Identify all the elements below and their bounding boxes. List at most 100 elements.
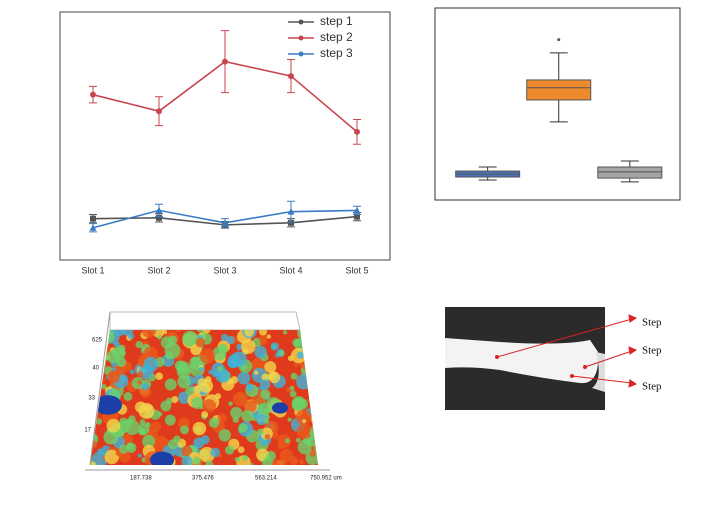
- part: [445, 338, 599, 384]
- texture: [310, 409, 318, 424]
- texture: [199, 348, 215, 364]
- texture: [295, 437, 301, 443]
- legend-marker: [298, 51, 304, 57]
- surface-y-label: 33: [88, 396, 95, 402]
- texture: [220, 333, 229, 342]
- texture: [263, 408, 269, 414]
- texture: [137, 380, 142, 385]
- texture: [308, 373, 318, 386]
- texture: [244, 330, 255, 337]
- texture: [168, 335, 178, 345]
- texture: [271, 432, 279, 439]
- texture: [193, 437, 205, 449]
- texture: [181, 445, 193, 457]
- x-tick-label: Slot 3: [213, 265, 236, 275]
- x-tick-label: Slot 4: [279, 265, 302, 275]
- texture: [305, 450, 318, 465]
- texture: [192, 456, 201, 465]
- texture: [123, 391, 133, 401]
- texture: [202, 399, 217, 413]
- texture: [118, 444, 129, 454]
- surface-y-label: 17: [84, 428, 91, 434]
- step-label: Step: [642, 381, 662, 393]
- texture: [180, 425, 189, 435]
- texture: [90, 412, 92, 418]
- texture: [254, 345, 267, 359]
- texture: [165, 397, 173, 405]
- texture: [230, 351, 247, 368]
- surface-axis: [89, 311, 111, 466]
- texture: [141, 330, 156, 338]
- surface-texture: [90, 330, 318, 465]
- texture: [277, 434, 291, 448]
- texture: [95, 418, 103, 425]
- texture: [309, 387, 318, 403]
- texture: [127, 332, 135, 340]
- texture: [317, 330, 318, 333]
- surface-box: [109, 311, 301, 331]
- texture: [129, 369, 135, 375]
- legend-label: step 2: [320, 30, 353, 44]
- texture: [237, 446, 245, 454]
- texture: [157, 334, 162, 340]
- texture: [296, 374, 312, 390]
- texture: [191, 356, 198, 364]
- texture: [208, 369, 213, 375]
- texture: [287, 417, 292, 422]
- texture: [258, 330, 268, 336]
- texture: [296, 423, 313, 439]
- texture: [249, 463, 254, 465]
- texture: [142, 434, 155, 448]
- texture: [124, 419, 140, 435]
- texture: [174, 330, 182, 333]
- marker: [90, 91, 96, 98]
- texture: [266, 334, 272, 339]
- texture: [94, 395, 122, 415]
- texture: [128, 415, 136, 423]
- texture: [244, 400, 257, 413]
- texture: [306, 332, 318, 347]
- texture: [171, 395, 179, 404]
- legend-marker: [298, 19, 304, 25]
- whisker: [549, 52, 568, 80]
- texture: [107, 370, 121, 383]
- marker: [353, 206, 361, 214]
- texture: [279, 448, 293, 462]
- texture: [191, 396, 204, 410]
- texture: [253, 370, 259, 375]
- texture: [197, 378, 207, 387]
- texture: [233, 391, 248, 407]
- texture: [217, 343, 228, 354]
- texture: [271, 459, 285, 465]
- texture: [143, 356, 159, 372]
- texture: [90, 382, 93, 391]
- texture: [256, 428, 264, 436]
- texture: [230, 376, 239, 384]
- surface-y-label: 40: [92, 366, 99, 372]
- marker: [89, 224, 97, 231]
- texture: [260, 389, 271, 400]
- texture: [234, 456, 240, 463]
- legend-marker: [298, 35, 304, 41]
- surface-x-label: 750.952 um: [310, 476, 342, 482]
- texture: [296, 409, 312, 426]
- texture: [198, 366, 204, 372]
- texture: [155, 372, 163, 380]
- texture: [164, 342, 181, 359]
- texture: [150, 421, 162, 432]
- texture: [237, 371, 251, 385]
- texture: [238, 423, 248, 433]
- texture: [256, 448, 269, 462]
- texture: [202, 330, 211, 334]
- texture: [272, 402, 288, 414]
- texture: [196, 330, 203, 333]
- part-edge: [592, 352, 605, 392]
- texture: [192, 446, 198, 452]
- surface-x-label: 375.476: [192, 476, 214, 482]
- texture: [304, 368, 315, 379]
- texture: [282, 330, 288, 335]
- texture: [304, 353, 318, 369]
- whisker: [620, 160, 639, 168]
- step-label: Step: [642, 317, 662, 329]
